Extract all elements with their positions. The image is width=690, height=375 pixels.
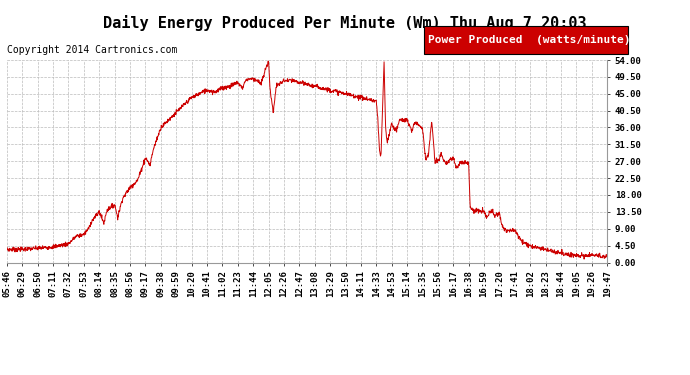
Text: Copyright 2014 Cartronics.com: Copyright 2014 Cartronics.com (7, 45, 177, 55)
Text: Power Produced  (watts/minute): Power Produced (watts/minute) (428, 35, 630, 45)
Text: Daily Energy Produced Per Minute (Wm) Thu Aug 7 20:03: Daily Energy Produced Per Minute (Wm) Th… (104, 15, 586, 31)
